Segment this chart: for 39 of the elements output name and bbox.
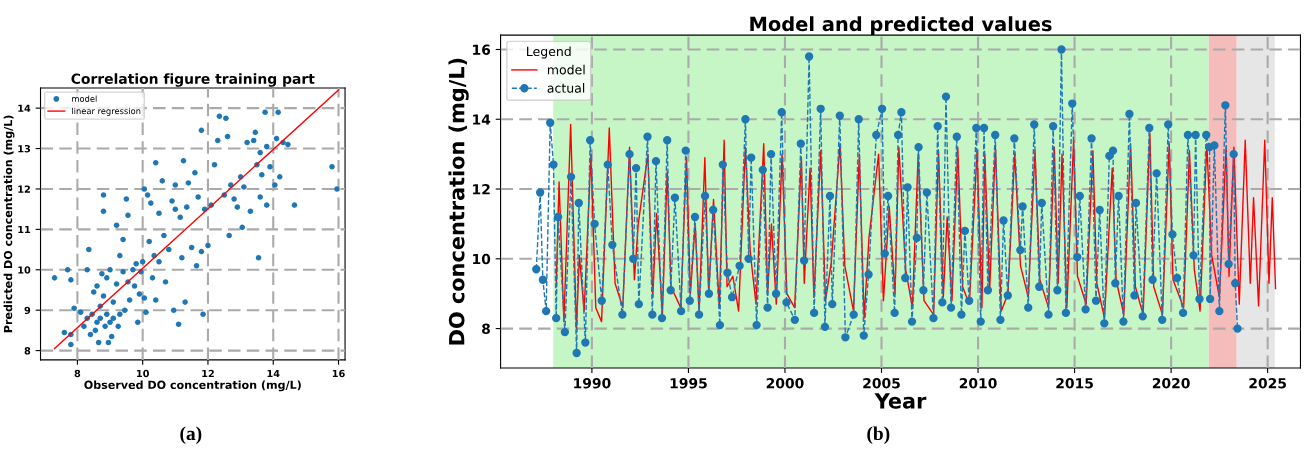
x-tick-label: 1990 [574,377,611,389]
x-tick-label: 14 [267,369,280,378]
y-tick-label: 8 [24,347,31,355]
y-tick-label: 11 [18,225,31,234]
y-tick-label: 10 [473,253,491,265]
x-tick-label: 2025 [1249,377,1286,389]
line-series [555,123,1277,330]
x-tick-label: 8 [74,369,81,378]
legend-label: actual [547,83,585,93]
chart-title: Model and predicted values [750,16,1052,36]
x-tick-label: 2010 [959,377,997,389]
legend-label: model [547,64,585,75]
x-tick-label: 2005 [863,377,900,389]
x-tick-label: 10 [137,369,149,378]
y-tick-label: 14 [18,104,31,112]
y-tick-label: 12 [473,184,490,195]
x-tick-label: 12 [202,369,214,378]
x-axis-title: Year [874,393,927,409]
x-tick-label: 1995 [670,378,707,389]
x-tick-label: 2015 [1056,377,1093,389]
legend-label: linear regression [72,107,141,116]
x-axis-title: Observed DO concentration (mg/L) [84,380,301,392]
y-tick-label: 16 [473,44,491,55]
text: (a) [180,426,202,445]
y-tick-label: 12 [18,185,30,193]
y-tick-label: 13 [18,145,31,153]
y-axis-title: DO concentration (mg/L) [448,58,469,345]
y-axis-title: Predicted DO concentration (mg/L) [3,115,15,333]
legend-title: Legend [527,46,571,59]
chart-title: Correlation figure training part [71,73,315,87]
text: (b) [867,426,890,445]
y-tick-label: 10 [18,266,31,274]
x-tick-label: 16 [332,369,345,378]
y-tick-label: 8 [482,323,490,335]
y-tick-label: 14 [473,114,491,125]
x-tick-label: 2000 [766,377,804,389]
legend-label: model [72,95,97,102]
x-tick-label: 2020 [1152,377,1190,389]
y-tick-label: 9 [24,306,31,315]
